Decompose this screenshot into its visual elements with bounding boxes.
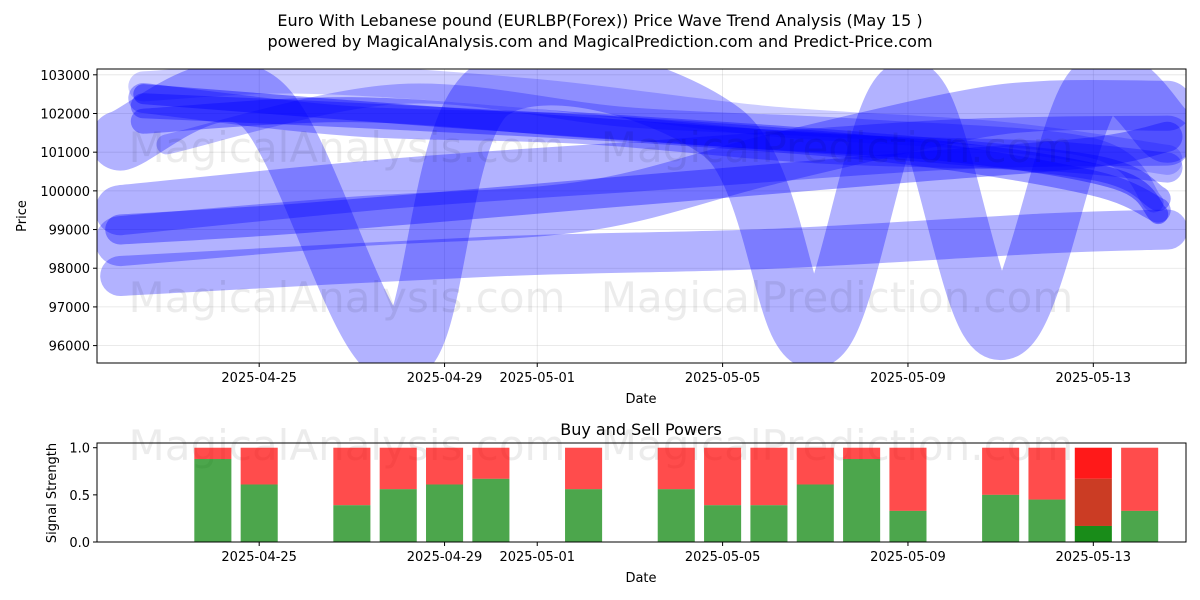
price-y-tick-label: 102000 — [40, 107, 90, 122]
price-x-tick-label: 2025-05-09 — [870, 371, 946, 386]
buy-sell-x-tick-label: 2025-04-25 — [221, 550, 297, 565]
buy-bar — [379, 489, 417, 542]
wave-lines — [97, 69, 1186, 363]
sell-bar — [889, 447, 927, 511]
sell-bar — [657, 447, 695, 490]
buy-bar — [472, 478, 510, 542]
buy-bar — [889, 510, 927, 542]
buy-sell-y-tick-label: 0.5 — [69, 489, 90, 504]
buy-bar — [982, 494, 1020, 542]
buy-sell-bars — [194, 447, 1159, 542]
buy-bar — [194, 459, 232, 542]
price-wave-line — [128, 69, 1183, 175]
price-y-axis-label: Price — [15, 200, 30, 232]
price-x-axis-label: Date — [625, 392, 656, 407]
watermark-analysis-top: MagicalAnalysis.com — [129, 123, 566, 172]
price-wave-line — [130, 93, 1171, 223]
sell-bar — [750, 447, 788, 506]
price-y-tick-label: 103000 — [40, 69, 90, 84]
price-x-tick-label: 2025-04-29 — [407, 371, 483, 386]
sell-bar — [426, 447, 464, 485]
buy-bar — [1028, 499, 1066, 542]
watermark-analysis-mid: MagicalAnalysis.com — [129, 273, 566, 322]
buy-sell-x-axis-label: Date — [625, 571, 656, 586]
sell-bar — [1028, 447, 1066, 500]
price-wave-line — [105, 121, 1183, 245]
mixed-bar — [1074, 478, 1112, 526]
buy-sell-axes-frame — [96, 442, 1187, 543]
buy-bar — [750, 505, 788, 542]
buy-bar — [240, 484, 278, 542]
buy-bar — [565, 489, 603, 542]
buy-sell-y-axis-label: Signal Strength — [45, 443, 60, 543]
buy-sell-x-tick-label: 2025-05-01 — [499, 550, 575, 565]
sell-bar — [472, 447, 510, 479]
sell-bar — [379, 447, 417, 490]
price-wave-line — [156, 83, 1164, 213]
price-y-tick-label: 97000 — [49, 301, 90, 316]
buy-sell-panel: Buy and Sell Powers MagicalAnalysis.com … — [45, 420, 1187, 586]
price-wave-panel: MagicalAnalysis.com MagicalPrediction.co… — [15, 68, 1187, 407]
buy-bar — [704, 505, 742, 542]
buy-sell-x-tick-label: 2025-05-13 — [1056, 550, 1132, 565]
sell-bar — [240, 447, 278, 485]
price-y-tick-label: 101000 — [40, 146, 90, 161]
sell-bar — [796, 447, 834, 485]
buy-sell-y-tick-label: 1.0 — [69, 442, 90, 457]
sell-bar — [843, 447, 881, 460]
buy-sell-y-tick-label: 0.0 — [69, 536, 90, 551]
price-wave-line — [97, 69, 1186, 363]
buy-sell-x-tick-label: 2025-05-05 — [685, 550, 761, 565]
sell-bar — [333, 447, 371, 506]
buy-sell-x-tick-label: 2025-04-29 — [407, 550, 483, 565]
price-y-tick-label: 98000 — [49, 262, 90, 277]
watermark-prediction-mid: MagicalPrediction.com — [601, 273, 1074, 322]
price-axes-frame — [96, 68, 1187, 364]
sell-bar — [565, 447, 603, 490]
sell-bar — [1121, 447, 1159, 511]
price-x-tick-label: 2025-05-05 — [685, 371, 761, 386]
price-y-tick-label: 100000 — [40, 185, 90, 200]
buy-bar — [796, 484, 834, 542]
buy-sell-title: Buy and Sell Powers — [560, 420, 722, 439]
watermark-prediction-top: MagicalPrediction.com — [601, 123, 1074, 172]
price-grid — [97, 69, 1186, 363]
buy-bar — [1074, 525, 1112, 542]
chart-subtitle: powered by MagicalAnalysis.com and Magic… — [267, 32, 932, 51]
buy-bar — [1121, 510, 1159, 542]
chart-title: Euro With Lebanese pound (EURLBP(Forex))… — [277, 11, 922, 30]
sell-bar — [704, 447, 742, 506]
sell-bar — [982, 447, 1020, 495]
buy-bar — [843, 459, 881, 542]
price-wave-line — [97, 79, 1186, 267]
buy-bar — [657, 489, 695, 542]
price-x-ticks: 2025-04-25 2025-04-29 2025-05-01 2025-05-05… — [221, 363, 1131, 386]
price-wave-line — [133, 84, 1169, 225]
buy-bar — [426, 484, 464, 542]
buy-sell-x-ticks: 2025-04-25 2025-04-29 2025-05-01 2025-05-05… — [221, 542, 1131, 565]
price-wave-line — [100, 209, 1186, 296]
sell-bar — [194, 447, 232, 460]
price-wave-line — [97, 115, 1186, 236]
price-y-tick-label: 99000 — [49, 224, 90, 239]
price-wave-line — [128, 83, 1183, 183]
buy-sell-x-tick-label: 2025-05-09 — [870, 550, 946, 565]
buy-sell-y-ticks: 0.0 0.5 1.0 — [69, 442, 97, 551]
price-y-tick-label: 96000 — [49, 340, 90, 355]
buy-bar — [333, 505, 371, 542]
sell-bar — [1074, 447, 1112, 479]
price-y-ticks: 96000 97000 98000 99000 100000 101000 102000 10… — [40, 69, 97, 355]
price-x-tick-label: 2025-05-13 — [1056, 371, 1132, 386]
price-wave-line — [130, 97, 1171, 212]
price-x-tick-label: 2025-04-25 — [221, 371, 297, 386]
price-x-tick-label: 2025-05-01 — [499, 371, 575, 386]
